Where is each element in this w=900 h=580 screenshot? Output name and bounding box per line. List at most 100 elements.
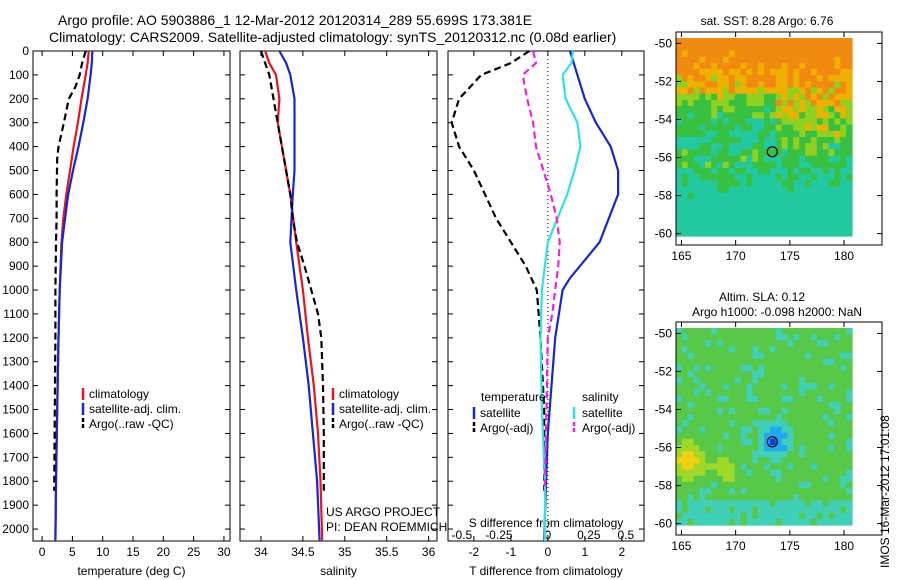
map-cell [764, 463, 771, 471]
map-cell [717, 352, 724, 360]
map-cell [775, 500, 783, 508]
map-cell [764, 469, 771, 477]
map-cell [728, 512, 736, 520]
map-cell [717, 81, 724, 89]
map-cell [687, 469, 695, 477]
map-cell [728, 364, 736, 372]
map-cell [722, 161, 730, 169]
map-cell [793, 377, 800, 385]
map-cell [816, 130, 824, 138]
map-cell [746, 364, 753, 372]
map-cell [693, 93, 701, 101]
map-cell [699, 174, 706, 181]
map-cell [781, 518, 789, 526]
map-cell [846, 408, 853, 415]
map-cell [693, 494, 701, 501]
map-cell [752, 408, 759, 415]
map-cell [746, 518, 753, 526]
map-cell [722, 512, 730, 520]
map-cell [834, 408, 841, 415]
map-cell [764, 445, 771, 452]
map-cell [840, 50, 847, 58]
map-cell [769, 475, 777, 483]
map-cell [828, 81, 835, 89]
map-cell [693, 432, 701, 440]
map-cell [681, 205, 689, 212]
series-line-argo [259, 50, 325, 491]
map-cell [705, 192, 712, 200]
map-cell [693, 506, 701, 514]
map-cell [681, 130, 689, 138]
map-cell [799, 81, 806, 89]
map-cell [828, 106, 835, 113]
map-cell [822, 438, 830, 446]
map-cell [740, 420, 747, 428]
map-cell [687, 198, 695, 206]
map-cell [681, 124, 689, 132]
map-cell [681, 463, 689, 471]
map-cell [711, 488, 718, 495]
map-cell [816, 364, 824, 372]
y-tick-label: 1600 [2, 426, 29, 440]
map-cell [687, 445, 695, 452]
map-cell [758, 137, 765, 144]
map-cell [687, 377, 695, 385]
map-cell [834, 401, 841, 409]
map-cell [846, 401, 853, 409]
map-cell [752, 81, 759, 89]
map-cell [846, 389, 853, 397]
map-cell [758, 352, 765, 360]
map-cell [705, 389, 712, 397]
map-cell [781, 481, 789, 489]
map-cell [681, 383, 689, 391]
map-cell [810, 130, 818, 138]
map-cell [828, 130, 835, 138]
map-cell [787, 149, 794, 157]
map-cell [822, 518, 830, 526]
map-cell [840, 130, 847, 138]
map-cell [810, 99, 818, 107]
map-cell [846, 223, 853, 231]
map-cell [810, 395, 818, 403]
map-cell [687, 451, 695, 458]
legend-header-salinity: salinity [582, 390, 619, 404]
map-cell [816, 137, 824, 144]
map-cell [775, 371, 783, 378]
map-cell [799, 106, 806, 113]
map-cell [764, 198, 771, 206]
map-cell [740, 87, 747, 95]
map-cell [722, 106, 730, 113]
map-cell [816, 124, 824, 132]
map-cell [681, 68, 689, 76]
map-cell [705, 494, 712, 501]
map-cell [828, 211, 835, 219]
map-cell [728, 38, 736, 45]
map-cell [764, 383, 771, 391]
map-cell [758, 87, 765, 95]
map-cell [834, 463, 841, 471]
map-cell [822, 340, 830, 348]
map-cell [717, 118, 724, 126]
x-tick-label: 35.5 [375, 545, 399, 559]
map-cell [810, 438, 818, 446]
map-cell [752, 451, 759, 458]
map-cell [705, 512, 712, 520]
map-cell [846, 518, 853, 526]
legend-header-temperature: temperature [481, 390, 546, 404]
map-cell [676, 420, 683, 428]
map-cell [734, 364, 742, 372]
map-cell [693, 62, 701, 70]
map-cell [799, 364, 806, 372]
map-cell [728, 124, 736, 132]
map-cell [810, 174, 818, 181]
map-cell [740, 62, 747, 70]
map-cell [810, 383, 818, 391]
map-cell [840, 414, 847, 421]
map-cell [781, 438, 789, 446]
map-cell [740, 81, 747, 89]
map-cell [822, 50, 830, 58]
map-cell [681, 377, 689, 385]
map-cell [752, 174, 759, 181]
map-cell [781, 377, 789, 385]
map-cell [734, 205, 742, 212]
